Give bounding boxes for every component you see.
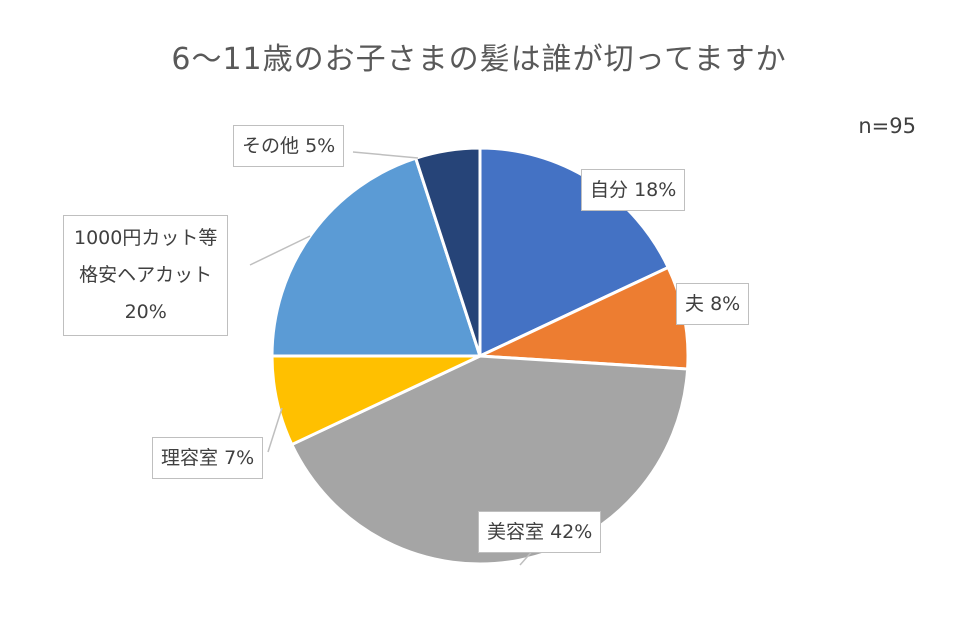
label-sonota: その他 5% (233, 125, 345, 168)
label-jibun: 自分 18% (581, 169, 686, 212)
pie-slice-kakuyasu (270, 156, 483, 358)
leader-line-riyoushitsu (267, 407, 283, 453)
label-otto-name: 夫 (685, 293, 705, 315)
label-kakuyasu-line1: 1000円カット等 (74, 227, 218, 249)
label-kakuyasu-value: 20% (124, 301, 167, 324)
chart-title: 6～11歳のお子さまの髪は誰が切ってますか (171, 42, 787, 77)
leader-line-sonota (352, 151, 419, 159)
leader-line-kakuyasu (249, 235, 311, 266)
label-jibun-value: 18% (634, 179, 677, 201)
label-kakuyasu-line2: 格安ヘアカット (79, 264, 213, 287)
sample-size-label: n=95 (858, 114, 916, 138)
label-riyoushitsu: 理容室 7% (152, 437, 264, 480)
label-jibun-name: 自分 (590, 179, 629, 201)
label-biyoushitsu-name: 美容室 (487, 521, 545, 543)
label-biyoushitsu: 美容室 42% (478, 511, 602, 554)
label-biyoushitsu-value: 42% (550, 521, 593, 543)
label-sonota-name: その他 (242, 135, 300, 157)
label-kakuyasu: 1000円カット等 格安ヘアカット 20% (63, 215, 229, 337)
label-riyoushitsu-name: 理容室 (161, 447, 219, 469)
label-otto-value: 8% (710, 293, 741, 315)
label-otto: 夫 8% (676, 283, 750, 326)
label-sonota-value: 5% (305, 135, 336, 157)
label-riyoushitsu-value: 7% (224, 447, 255, 469)
